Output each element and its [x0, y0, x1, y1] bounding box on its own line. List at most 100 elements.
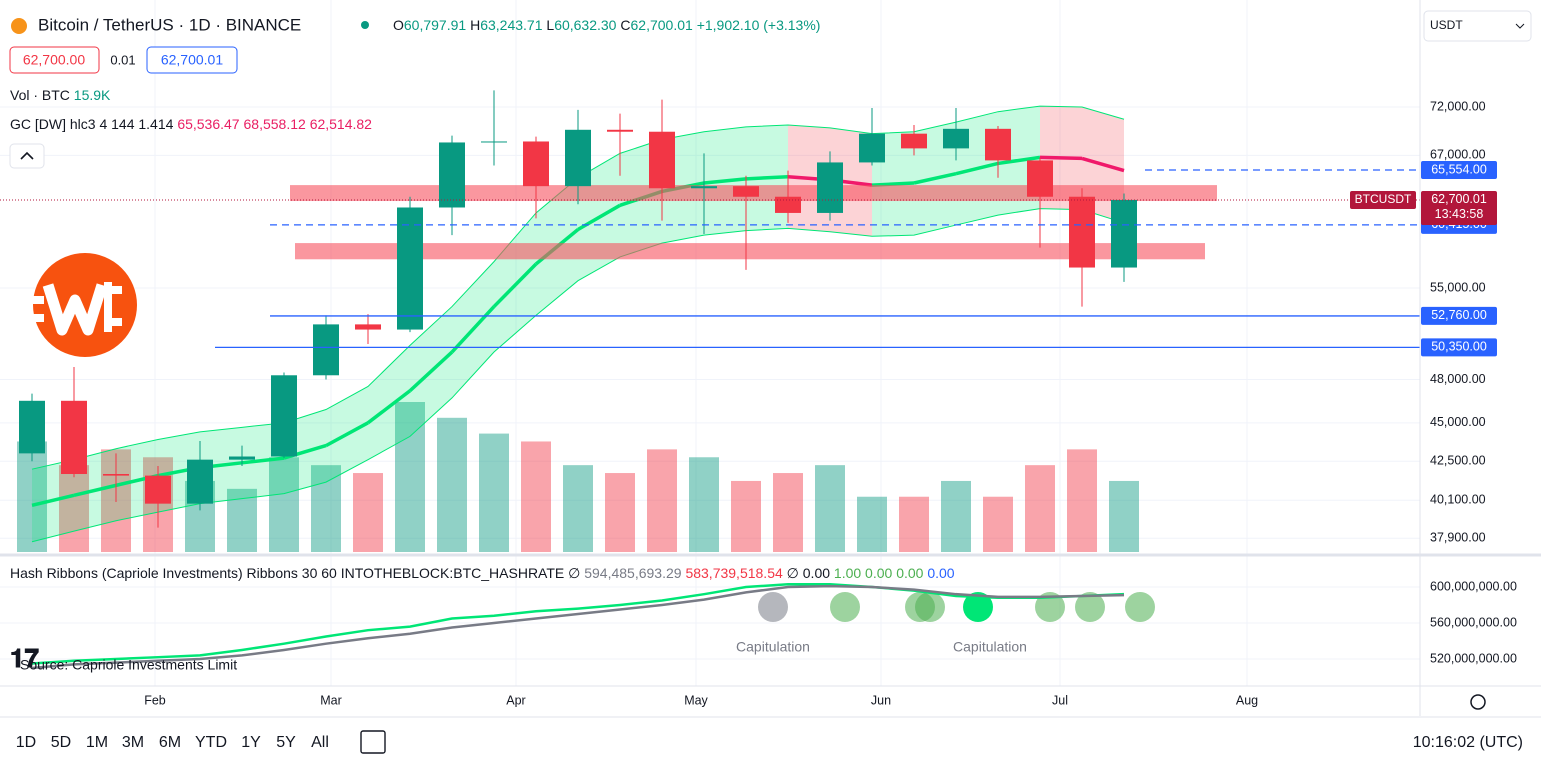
hash-line — [31, 584, 1125, 670]
range-button[interactable]: All — [311, 734, 329, 751]
range-button[interactable]: 6M — [159, 734, 181, 751]
volume-bar — [899, 496, 929, 552]
channel-edge — [31, 208, 1125, 543]
legend-part: 0.00 — [896, 565, 923, 581]
legend-part: ∅ — [568, 565, 580, 581]
channel-mid — [450, 305, 496, 354]
annotation: Capitulation — [736, 639, 810, 655]
signal-dot — [963, 592, 993, 622]
candle-body — [565, 129, 591, 187]
volume-bar — [689, 457, 719, 552]
signal-dot — [1035, 592, 1065, 622]
volume-bar — [59, 465, 89, 552]
candle-body — [985, 128, 1011, 161]
range-button[interactable]: 1Y — [241, 734, 261, 751]
hash-line — [31, 583, 1125, 665]
candle-body — [523, 141, 549, 187]
channel-band — [368, 345, 410, 460]
time-tick-label: Apr — [506, 693, 525, 707]
sell-price: 62,700.00 — [23, 52, 85, 68]
range-button[interactable]: 1D — [16, 734, 36, 751]
candle-body — [481, 141, 507, 143]
channel-mid — [366, 389, 412, 425]
candle-body — [313, 324, 339, 376]
last-price-box — [1421, 190, 1497, 225]
candle-body — [1111, 199, 1137, 268]
volume-bar — [311, 465, 341, 552]
candle-body — [859, 133, 885, 163]
channel-mid — [745, 175, 789, 181]
candle-body — [355, 324, 381, 330]
candle-body — [187, 459, 213, 504]
candle-body — [61, 400, 87, 475]
market-status — [361, 21, 369, 29]
candle-body — [817, 162, 843, 213]
price-tick-label: 72,000.00 — [1430, 99, 1486, 113]
legend-part: 0.00 — [927, 565, 954, 581]
candle-body — [229, 456, 255, 460]
level-label: 65,554.00 — [1431, 162, 1487, 176]
tv-logo: 𝟏𝟕 — [10, 643, 39, 673]
price-tick-label: 67,000.00 — [1430, 148, 1486, 162]
volume-bar — [1025, 465, 1055, 552]
legend-part: 594,485,693.29 — [584, 565, 682, 581]
volume-bar — [563, 465, 593, 552]
range-button[interactable]: 5Y — [276, 734, 296, 751]
buy-button[interactable] — [146, 46, 238, 74]
candle-body — [1069, 196, 1095, 268]
volume-bar — [983, 496, 1013, 552]
channel-mid — [871, 181, 915, 187]
volume-bar — [269, 457, 299, 552]
channel-mid — [1081, 156, 1125, 173]
range-button[interactable]: 3M — [122, 734, 144, 751]
candle-body — [901, 133, 927, 149]
candle-body — [733, 186, 759, 197]
range-button[interactable]: 5D — [51, 734, 71, 751]
candle-body — [607, 129, 633, 132]
channel-mid — [73, 483, 117, 497]
volume-bar — [353, 473, 383, 552]
volume-bar — [731, 480, 761, 552]
buy-price: 62,700.01 — [161, 52, 223, 68]
candle-body — [439, 142, 465, 208]
volume-bar — [437, 417, 467, 552]
level-label-box — [1421, 338, 1497, 357]
time-tick-label: Feb — [144, 693, 166, 707]
channel-mid — [703, 177, 747, 185]
range-button[interactable]: 1M — [86, 734, 108, 751]
channel-mid — [241, 456, 285, 465]
annotation: Capitulation — [953, 639, 1027, 655]
candle-body — [943, 128, 969, 149]
legend-part: 583,739,518.54 — [685, 565, 783, 581]
candle-body — [1027, 160, 1053, 197]
volume-bar — [1109, 480, 1139, 552]
collapse-button[interactable] — [9, 143, 45, 169]
signal-dot — [758, 592, 788, 622]
hash-tick-label: 520,000,000.00 — [1430, 651, 1517, 665]
legend-part: ∅ — [787, 565, 799, 581]
currency-select[interactable] — [1423, 10, 1532, 42]
range-button[interactable]: YTD — [195, 734, 227, 751]
source: Source: Capriole Investments Limit — [20, 657, 237, 673]
signal-dot — [1075, 592, 1105, 622]
signal-dot — [830, 592, 860, 622]
time-tick-label: Mar — [320, 693, 342, 707]
volume-bar — [521, 441, 551, 552]
volume-bar — [1067, 449, 1097, 552]
volume-bar — [773, 473, 803, 552]
dropdown-icon — [1515, 23, 1525, 29]
level-label: 52,760.00 — [1431, 308, 1487, 322]
time-tick-label: May — [684, 693, 708, 707]
price-tick-label: 48,000.00 — [1430, 372, 1486, 386]
level-label: 50,350.00 — [1431, 340, 1487, 354]
price-tick-label: 40,100.00 — [1430, 493, 1486, 507]
sell-button[interactable] — [9, 46, 100, 74]
zone — [295, 243, 1205, 260]
symbol-tag-box — [1350, 190, 1416, 209]
settings-icon[interactable] — [1470, 694, 1486, 710]
legend-part: Hash Ribbons (Capriole Investments) Ribb… — [10, 565, 564, 581]
price-tick-label: 37,900.00 — [1430, 531, 1486, 545]
candle-body — [271, 375, 297, 457]
date-range-icon[interactable] — [360, 730, 386, 754]
